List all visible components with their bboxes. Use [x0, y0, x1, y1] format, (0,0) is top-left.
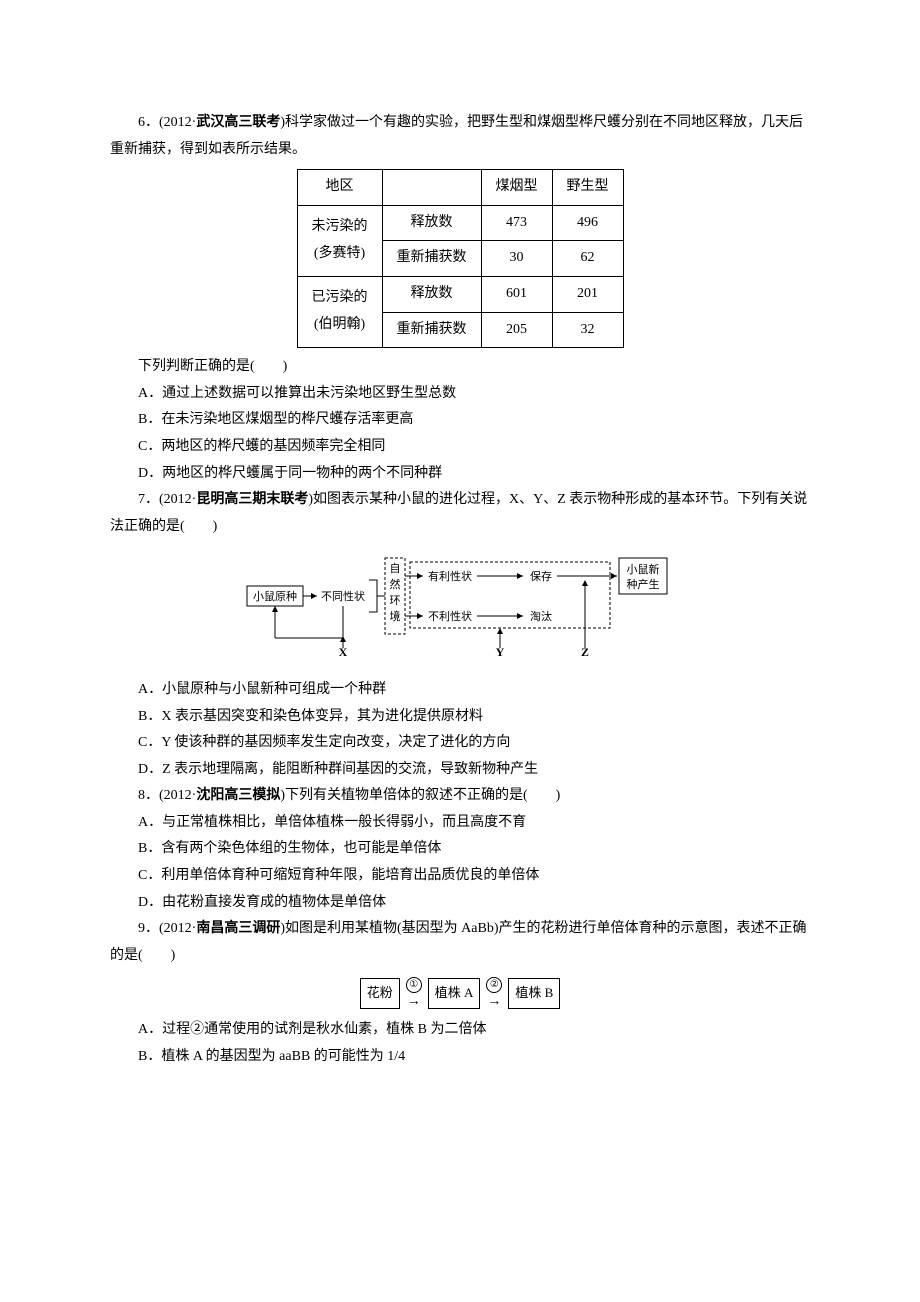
- q7-diagram: 小鼠原种 不同性状 自 然 环 境 有利性状 保存: [110, 548, 810, 669]
- table-region-0: 未污染的 (多赛特): [297, 205, 382, 276]
- table-cell: 601: [481, 276, 552, 312]
- q6-option-c: C．两地区的桦尺蠖的基因频率完全相同: [110, 434, 810, 461]
- q8-option-b: B．含有两个染色体组的生物体，也可能是单倍体: [110, 836, 810, 863]
- q9-option-a: A．过程②通常使用的试剂是秋水仙素，植株 B 为二倍体: [110, 1017, 810, 1044]
- table-header-col-b: 野生型: [552, 170, 623, 206]
- table-cell: 释放数: [382, 276, 481, 312]
- q7-option-b: B．X 表示基因突变和染色体变异，其为进化提供原材料: [110, 704, 810, 731]
- table-cell: 496: [552, 205, 623, 241]
- region1-l2: (伯明翰): [314, 317, 365, 332]
- table-row: 未污染的(多赛特) 释放数 473 496: [297, 205, 623, 241]
- region0-l1: 未污染的: [312, 219, 368, 234]
- node-origin: 小鼠原种: [253, 589, 297, 603]
- label-x: X: [339, 645, 348, 658]
- table-cell: 62: [552, 241, 623, 277]
- region0-l2: (多赛特): [314, 246, 365, 261]
- table-row: 已污染的(伯明翰) 释放数 601 201: [297, 276, 623, 312]
- q6-intro: 6．(2012·武汉高三联考)科学家做过一个有趣的实验，把野生型和煤烟型桦尺蠖分…: [110, 110, 810, 163]
- arrow-icon: →: [487, 995, 501, 1009]
- q9-intro: 9．(2012·南昌高三调研)如图是利用某植物(基因型为 AaBb)产生的花粉进…: [110, 916, 810, 969]
- table-cell: 205: [481, 312, 552, 348]
- node-elim: 淘汰: [530, 609, 552, 623]
- table-cell: 重新捕获数: [382, 312, 481, 348]
- q8-intro-bold: 沈阳高三模拟: [196, 788, 280, 803]
- node-unfav: 不利性状: [428, 609, 472, 623]
- q6-stem: 下列判断正确的是( ): [110, 354, 810, 381]
- q6-option-d: D．两地区的桦尺蠖属于同一物种的两个不同种群: [110, 461, 810, 488]
- q9-option-b: B．植株 A 的基因型为 aaBB 的可能性为 1/4: [110, 1044, 810, 1071]
- table-header-blank: [382, 170, 481, 206]
- arrow-step2: ② →: [486, 977, 502, 1009]
- q7-option-d: D．Z 表示地理隔离，能阻断种群间基因的交流，导致新物种产生: [110, 757, 810, 784]
- table-cell: 重新捕获数: [382, 241, 481, 277]
- q8-option-c: C．利用单倍体育种可缩短育种年限，能培育出品质优良的单倍体: [110, 863, 810, 890]
- env-c1: 自: [390, 562, 401, 575]
- q7-intro: 7．(2012·昆明高三期末联考)如图表示某种小鼠的进化过程，X、Y、Z 表示物…: [110, 487, 810, 540]
- q6-table: 地区 煤烟型 野生型 未污染的(多赛特) 释放数 473 496 重新捕获数 3…: [297, 169, 624, 348]
- node-new-l1: 小鼠新: [627, 562, 660, 576]
- q7-option-a: A．小鼠原种与小鼠新种可组成一个种群: [110, 677, 810, 704]
- q6-option-b: B．在未污染地区煤烟型的桦尺蠖存活率更高: [110, 407, 810, 434]
- q8-intro-a: 8．(2012·: [138, 788, 196, 803]
- q9-intro-bold: 南昌高三调研: [196, 921, 280, 936]
- table-cell: 释放数: [382, 205, 481, 241]
- node-plant-a: 植株 A: [428, 978, 481, 1009]
- arrow-icon: →: [407, 995, 421, 1009]
- q6-intro-a: 6．(2012·: [138, 115, 196, 130]
- arrow-step1: ① →: [406, 977, 422, 1009]
- table-region-1: 已污染的 (伯明翰): [297, 276, 382, 347]
- q8-intro: 8．(2012·沈阳高三模拟)下列有关植物单倍体的叙述不正确的是( ): [110, 783, 810, 810]
- env-c4: 境: [390, 609, 401, 623]
- node-traits: 不同性状: [321, 589, 365, 603]
- q7-intro-bold: 昆明高三期末联考: [196, 492, 308, 507]
- node-fav: 有利性状: [428, 569, 472, 583]
- q7-option-c: C．Y 使该种群的基因频率发生定向改变，决定了进化的方向: [110, 730, 810, 757]
- q8-option-d: D．由花粉直接发育成的植物体是单倍体: [110, 890, 810, 917]
- node-new-l2: 种产生: [627, 577, 660, 591]
- label-y: Y: [496, 645, 505, 658]
- q8-option-a: A．与正常植株相比，单倍体植株一般长得弱小，而且高度不育: [110, 810, 810, 837]
- document-page: 6．(2012·武汉高三联考)科学家做过一个有趣的实验，把野生型和煤烟型桦尺蠖分…: [0, 0, 920, 1302]
- env-c2: 然: [390, 577, 401, 591]
- table-header-col-a: 煤烟型: [481, 170, 552, 206]
- table-row: 地区 煤烟型 野生型: [297, 170, 623, 206]
- step1-label: ①: [406, 977, 422, 993]
- q6-option-a: A．通过上述数据可以推算出未污染地区野生型总数: [110, 381, 810, 408]
- q8-intro-b: )下列有关植物单倍体的叙述不正确的是( ): [280, 788, 560, 803]
- q9-intro-a: 9．(2012·: [138, 921, 196, 936]
- table-cell: 201: [552, 276, 623, 312]
- step2-label: ②: [486, 977, 502, 993]
- label-z: Z: [581, 645, 589, 658]
- q9-diagram: 花粉 ① → 植株 A ② → 植株 B: [110, 977, 810, 1009]
- env-c3: 环: [390, 595, 401, 607]
- q7-intro-a: 7．(2012·: [138, 492, 196, 507]
- node-keep: 保存: [530, 569, 552, 583]
- table-cell: 32: [552, 312, 623, 348]
- region1-l1: 已污染的: [312, 290, 368, 305]
- table-cell: 473: [481, 205, 552, 241]
- node-plant-b: 植株 B: [508, 978, 560, 1009]
- table-header-region: 地区: [297, 170, 382, 206]
- node-pollen: 花粉: [360, 978, 400, 1009]
- table-cell: 30: [481, 241, 552, 277]
- q6-intro-bold: 武汉高三联考: [196, 115, 280, 130]
- q7-flowchart-svg: 小鼠原种 不同性状 自 然 环 境 有利性状 保存: [245, 548, 675, 658]
